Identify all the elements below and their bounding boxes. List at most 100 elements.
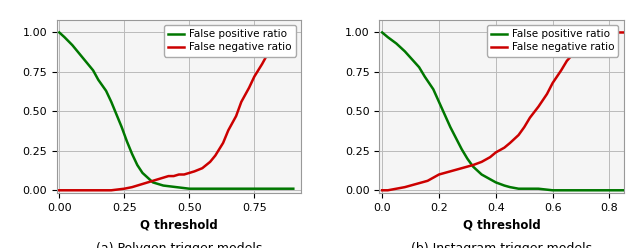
False negative ratio	[549, 82, 556, 85]
False negative ratio	[543, 93, 551, 95]
False negative ratio	[120, 187, 128, 190]
False negative ratio	[620, 31, 627, 34]
False positive ratio	[76, 53, 84, 56]
False negative ratio	[180, 173, 188, 176]
False positive ratio	[605, 189, 613, 192]
False negative ratio	[139, 183, 146, 186]
Line: False positive ratio: False positive ratio	[59, 32, 294, 189]
False negative ratio	[206, 160, 214, 163]
Text: (a) Polygon trigger models: (a) Polygon trigger models	[96, 242, 262, 248]
False positive ratio	[469, 165, 477, 168]
False negative ratio	[251, 75, 258, 78]
False negative ratio	[94, 189, 102, 192]
False positive ratio	[592, 189, 599, 192]
X-axis label: Q threshold: Q threshold	[462, 219, 541, 232]
False negative ratio	[290, 31, 297, 34]
False positive ratio	[620, 189, 627, 192]
False positive ratio	[464, 157, 471, 160]
False positive ratio	[290, 187, 297, 190]
False positive ratio	[501, 184, 508, 187]
False negative ratio	[407, 184, 415, 187]
False negative ratio	[600, 32, 607, 35]
False negative ratio	[69, 189, 76, 192]
False negative ratio	[577, 44, 585, 47]
False negative ratio	[501, 146, 508, 149]
False positive ratio	[407, 56, 415, 59]
False positive ratio	[251, 187, 258, 190]
False negative ratio	[401, 186, 409, 189]
False negative ratio	[447, 170, 454, 173]
False positive ratio	[563, 189, 571, 192]
False positive ratio	[102, 89, 110, 92]
False positive ratio	[81, 59, 89, 62]
Line: False positive ratio: False positive ratio	[382, 32, 624, 190]
False positive ratio	[69, 44, 76, 47]
False positive ratio	[421, 75, 428, 78]
False negative ratio	[515, 134, 522, 137]
False positive ratio	[154, 183, 162, 186]
False positive ratio	[113, 113, 120, 116]
False positive ratio	[212, 187, 219, 190]
False negative ratio	[134, 184, 141, 187]
False negative ratio	[478, 160, 485, 163]
X-axis label: Q threshold: Q threshold	[140, 219, 218, 232]
False negative ratio	[149, 179, 157, 182]
False negative ratio	[108, 189, 115, 192]
False negative ratio	[224, 129, 232, 132]
False positive ratio	[515, 187, 522, 190]
False positive ratio	[139, 171, 146, 174]
False positive ratio	[486, 178, 494, 181]
False positive ratio	[577, 189, 585, 192]
False negative ratio	[469, 163, 477, 166]
False positive ratio	[520, 187, 528, 190]
False positive ratio	[384, 36, 392, 39]
False positive ratio	[277, 187, 284, 190]
False positive ratio	[198, 187, 206, 190]
False positive ratio	[185, 187, 193, 190]
False positive ratio	[149, 181, 157, 184]
False positive ratio	[224, 187, 232, 190]
False negative ratio	[129, 186, 136, 189]
False positive ratio	[134, 163, 141, 166]
False positive ratio	[549, 189, 556, 192]
Legend: False positive ratio, False negative ratio: False positive ratio, False negative rat…	[164, 25, 296, 57]
False negative ratio	[507, 141, 514, 144]
False negative ratio	[198, 167, 206, 170]
False negative ratio	[592, 36, 599, 39]
False positive ratio	[123, 140, 130, 143]
False negative ratio	[563, 59, 571, 62]
False negative ratio	[277, 39, 284, 42]
False positive ratio	[379, 31, 386, 34]
False negative ratio	[458, 167, 466, 170]
False positive ratio	[492, 181, 500, 184]
False negative ratio	[245, 86, 253, 89]
False positive ratio	[108, 100, 115, 103]
False positive ratio	[441, 113, 449, 116]
False positive ratio	[159, 184, 167, 187]
False negative ratio	[418, 181, 426, 184]
False positive ratio	[263, 187, 271, 190]
False negative ratio	[464, 165, 471, 168]
False negative ratio	[392, 187, 400, 190]
False negative ratio	[284, 34, 292, 37]
False negative ratio	[55, 189, 63, 192]
False negative ratio	[212, 154, 219, 157]
False negative ratio	[258, 62, 266, 65]
False negative ratio	[424, 179, 432, 182]
Line: False negative ratio: False negative ratio	[382, 32, 624, 190]
Text: (b) Instagram trigger models: (b) Instagram trigger models	[411, 242, 592, 248]
False negative ratio	[272, 45, 279, 48]
False negative ratio	[413, 183, 420, 186]
Line: False negative ratio: False negative ratio	[59, 32, 294, 190]
False negative ratio	[175, 173, 183, 176]
False positive ratio	[401, 50, 409, 53]
False negative ratio	[384, 189, 392, 192]
False negative ratio	[526, 116, 534, 119]
False positive ratio	[447, 126, 454, 129]
False positive ratio	[430, 88, 437, 91]
False negative ratio	[535, 105, 542, 108]
False negative ratio	[185, 171, 193, 174]
False negative ratio	[154, 178, 162, 181]
False negative ratio	[81, 189, 89, 192]
False positive ratio	[173, 186, 180, 189]
